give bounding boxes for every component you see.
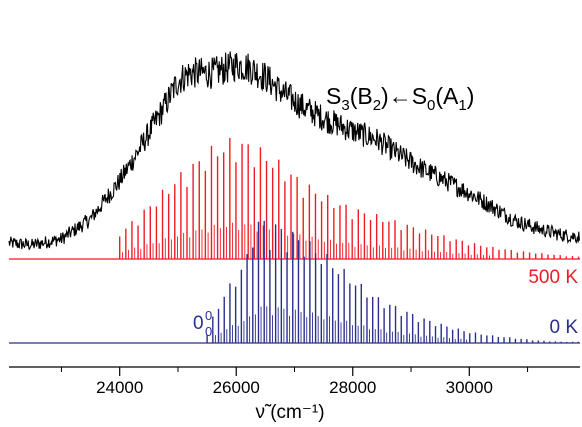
label-0k: 0 K: [549, 317, 578, 338]
x-axis-label: ν̃ (cm⁻¹): [255, 402, 324, 423]
x-tick-label: 26000: [213, 378, 260, 397]
origin-base: 0: [193, 313, 204, 334]
series-0k: [9, 220, 580, 344]
experimental-trace: [8, 51, 580, 250]
x-tick-label: 28000: [329, 378, 376, 397]
transition-arrow: ←: [389, 83, 412, 109]
transition-sub0: 0: [427, 97, 435, 114]
series-500k: [9, 137, 580, 260]
transition-b2: (B: [350, 83, 373, 109]
transition-close1: ): [381, 83, 389, 109]
origin-sub: 0: [205, 324, 212, 339]
transition-sub3: 3: [341, 97, 349, 114]
transition-a1: (A: [435, 83, 459, 109]
transition-sub1: 1: [458, 97, 466, 114]
transition-s0: S: [412, 83, 427, 109]
x-axis-ticks: 24000 26000 28000 30000: [60, 367, 529, 397]
transition-label: S3(B2)←S0(A1): [326, 83, 474, 114]
transition-close2: ): [467, 83, 475, 109]
origin-sup: 0: [205, 308, 212, 323]
transition-s3: S: [326, 83, 341, 109]
label-500k: 500 K: [528, 267, 578, 288]
experimental-line: [8, 51, 580, 250]
transition-sub2: 2: [373, 97, 381, 114]
x-tick-label: 24000: [96, 378, 143, 397]
x-tick-label: 30000: [446, 378, 493, 397]
